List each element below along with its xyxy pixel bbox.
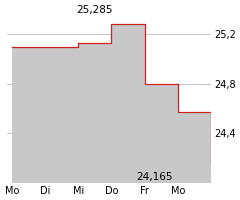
Text: 24,165: 24,165 bbox=[136, 172, 173, 182]
Text: 25,285: 25,285 bbox=[77, 5, 113, 15]
